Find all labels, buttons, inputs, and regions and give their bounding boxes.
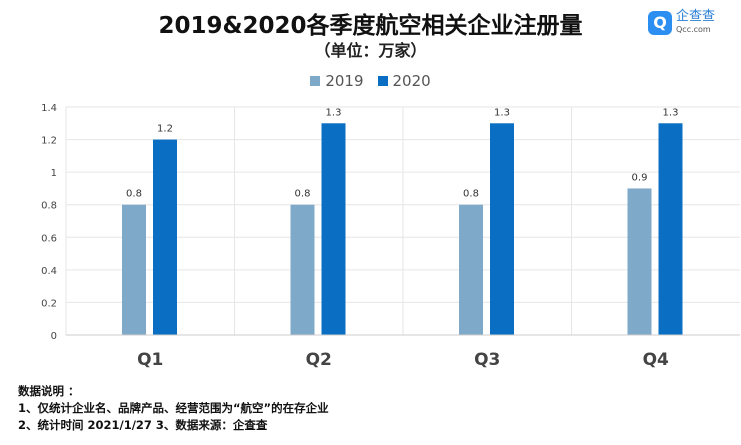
bar-2019-Q4 — [627, 188, 652, 335]
x-tick-label: Q3 — [474, 350, 500, 370]
chart-title: 2019&2020各季度航空相关企业注册量 — [158, 13, 583, 39]
legend-label: 2020 — [392, 72, 431, 90]
logo-domain: Qcc.com — [676, 25, 711, 34]
x-tick-label: Q2 — [306, 350, 332, 370]
y-tick-label: 1.2 — [41, 136, 57, 147]
data-label: 0.8 — [126, 189, 142, 200]
qcc-logo-icon: Q — [648, 11, 672, 35]
y-tick-label: 0.2 — [41, 298, 57, 309]
bar-2019-Q3 — [459, 204, 483, 335]
data-label: 1.3 — [494, 107, 510, 118]
y-tick-label: 1.4 — [41, 103, 57, 114]
y-tick-label: 0 — [51, 331, 57, 342]
data-notes: 数据说明 ： 1、仅统计企业名、品牌产品、经营范围为“航空”的在存企业 2、统计… — [18, 383, 329, 434]
legend-label: 2019 — [325, 72, 364, 90]
chart-subtitle: （单位：万家） — [314, 41, 427, 60]
data-label: 0.9 — [632, 172, 648, 183]
y-tick-label: 0.4 — [41, 266, 57, 277]
bar-2020-Q4 — [658, 123, 683, 336]
legend-swatch — [310, 76, 321, 86]
y-tick-label: 1 — [51, 168, 57, 179]
data-label: 1.2 — [157, 124, 173, 135]
data-label: 0.8 — [295, 189, 311, 200]
plot-area: 0 0.2 0.4 0.6 0.8 1 1.2 1.4 Q1 0.8 1.2 Q2 0.8 1.3 Q3 0.… — [41, 103, 740, 370]
legend-swatch — [377, 76, 388, 86]
bar-2019-Q2 — [290, 204, 315, 335]
notes-line-2: 2、统计时间 2021/1/27 3、数据来源：企查查 — [18, 418, 268, 432]
legend-item-2020: 2020 — [377, 72, 431, 90]
bar-2020-Q3 — [490, 123, 514, 336]
notes-line-1: 1、仅统计企业名、品牌产品、经营范围为“航空”的在存企业 — [18, 401, 329, 415]
legend: 2019 2020 — [0, 72, 741, 90]
notes-heading: 数据说明 ： — [18, 384, 80, 398]
logo-name: 企查查 — [676, 9, 716, 24]
bar-2019-Q1 — [122, 204, 146, 335]
bar-2020-Q2 — [321, 123, 346, 336]
y-tick-label: 0.8 — [41, 201, 57, 212]
x-tick-label: Q4 — [643, 350, 669, 370]
bar-2020-Q1 — [153, 139, 177, 335]
data-label: 1.3 — [326, 107, 342, 118]
data-label: 1.3 — [663, 107, 679, 118]
data-label: 0.8 — [463, 189, 479, 200]
qcc-logo: Q 企查查 Qcc.com — [648, 10, 715, 36]
x-tick-label: Q1 — [137, 350, 163, 370]
y-tick-label: 0.6 — [41, 233, 57, 244]
legend-item-2019: 2019 — [310, 72, 364, 90]
